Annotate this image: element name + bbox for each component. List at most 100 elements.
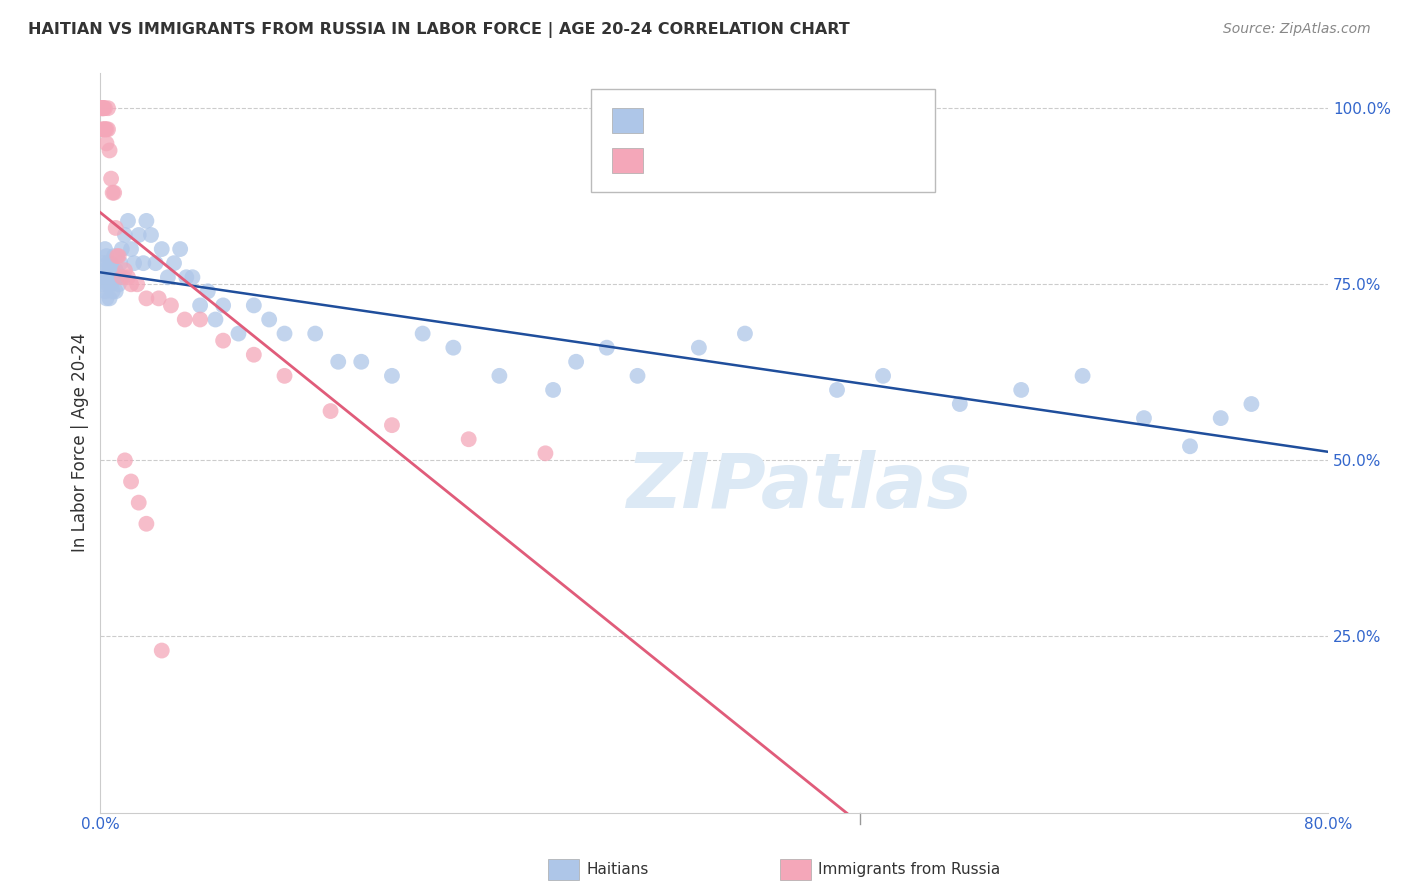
Point [949,397,972,411]
Point [93,101,115,115]
Point [148,291,170,305]
Point [120,277,142,292]
Point [228,326,250,341]
Point [93,256,115,270]
Text: Source: ZipAtlas.com: Source: ZipAtlas.com [1223,22,1371,37]
Point [117,270,139,285]
Point [96,136,118,151]
Point [135,214,157,228]
Point [90,101,112,115]
Point [114,453,136,467]
Point [1071,368,1094,383]
Point [107,277,129,292]
Point [93,101,115,115]
Point [825,383,848,397]
Point [441,341,464,355]
Point [103,249,125,263]
Point [101,186,124,200]
Point [105,270,128,285]
Point [135,291,157,305]
Point [103,186,125,200]
Point [96,270,118,285]
Point [565,355,588,369]
Point [304,326,326,341]
Point [100,171,122,186]
Point [101,285,124,299]
Point [412,326,434,341]
Point [1133,411,1156,425]
Point [97,101,120,115]
Point [94,263,117,277]
Point [90,122,112,136]
Point [734,326,756,341]
Point [120,242,142,256]
Point [596,341,619,355]
Point [381,368,404,383]
Point [90,101,112,115]
Point [1209,411,1232,425]
Point [94,242,117,256]
Point [488,368,510,383]
Text: -0.033: -0.033 [709,112,773,129]
Point [156,270,179,285]
Point [160,298,183,312]
Point [94,122,117,136]
Point [145,256,167,270]
Point [100,277,122,292]
Point [128,227,150,242]
Point [273,368,295,383]
Point [163,256,186,270]
Point [212,334,235,348]
Text: R =: R = [662,112,699,129]
Point [350,355,373,369]
Point [97,256,120,270]
Point [688,341,710,355]
Point [188,298,211,312]
Point [98,144,121,158]
Point [111,242,134,256]
Text: 71: 71 [831,112,856,129]
Point [96,122,118,136]
Point [173,312,195,326]
Point [94,101,117,115]
Point [257,312,280,326]
Point [626,368,648,383]
Point [127,277,149,292]
Point [128,495,150,509]
Point [328,355,350,369]
Point [98,291,121,305]
Point [197,285,219,299]
Text: 45: 45 [831,152,856,169]
Point [120,475,142,489]
Point [872,368,894,383]
Point [93,270,115,285]
Y-axis label: In Labor Force | Age 20-24: In Labor Force | Age 20-24 [72,333,89,552]
Point [94,285,117,299]
Point [122,256,145,270]
Text: ZIPatlas: ZIPatlas [627,450,973,524]
Point [212,298,235,312]
Point [243,348,266,362]
Point [150,643,173,657]
Point [114,227,136,242]
Point [97,122,120,136]
Point [204,312,226,326]
Point [105,249,128,263]
Point [90,101,112,115]
Point [94,122,117,136]
Point [96,249,118,263]
Point [150,242,173,256]
Text: Haitians: Haitians [586,863,648,877]
Point [97,277,120,292]
Point [457,432,479,446]
Point [1010,383,1032,397]
Text: Immigrants from Russia: Immigrants from Russia [818,863,1001,877]
Point [107,249,129,263]
Point [243,298,266,312]
Text: HAITIAN VS IMMIGRANTS FROM RUSSIA IN LABOR FORCE | AGE 20-24 CORRELATION CHART: HAITIAN VS IMMIGRANTS FROM RUSSIA IN LAB… [28,22,849,38]
Point [381,418,404,433]
Point [176,270,198,285]
Point [93,122,115,136]
Point [104,221,127,235]
Text: R =: R = [662,152,703,169]
